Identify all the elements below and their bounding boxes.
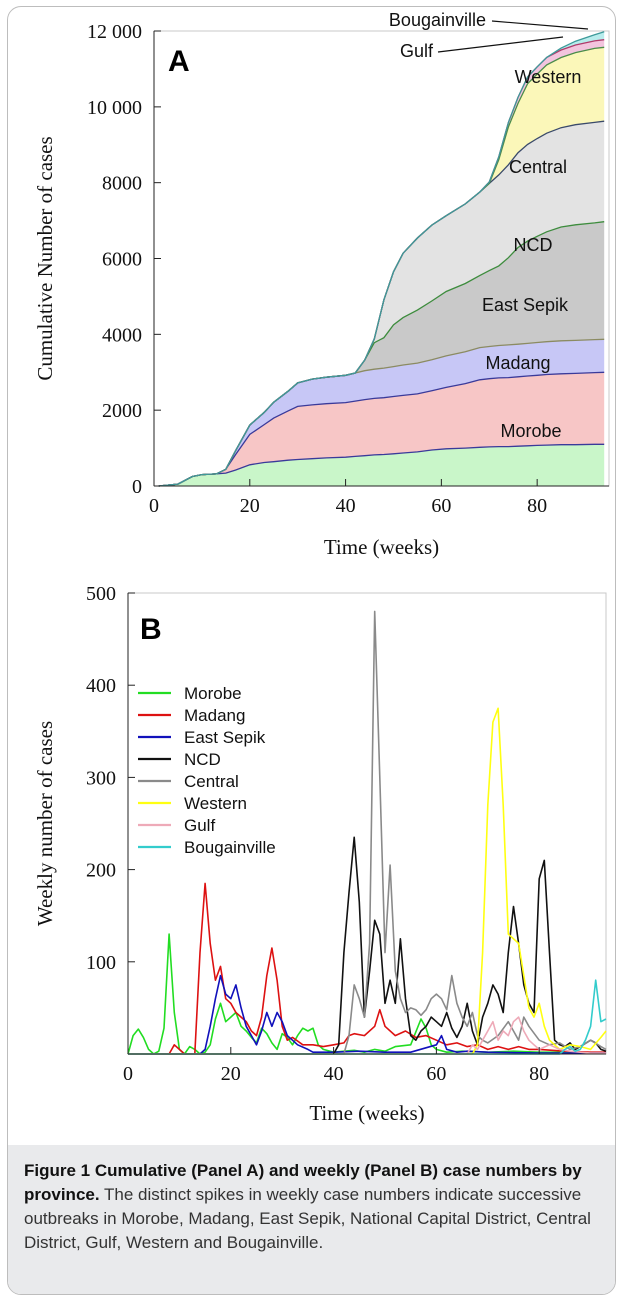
panel-b-y-axis-label: Weekly number of cases (33, 721, 57, 926)
area-label-morobe: Morobe (500, 421, 561, 441)
caption-title: Figure 1 Cumulative (Panel A) and weekly… (24, 1161, 582, 1204)
panel-b-x-tick-label: 80 (529, 1063, 549, 1085)
line-central (128, 610, 607, 1055)
area-central (158, 121, 605, 486)
panel-b-x-tick-label: 60 (426, 1063, 446, 1085)
area-label-bougainville: Bougainville (389, 10, 486, 30)
legend-label-bougainville: Bougainville (184, 838, 276, 857)
area-label-east-sepik: East Sepik (482, 295, 569, 315)
figure-frame: 0 20 40 60 80 0 2000 4000 6000 8000 10 000 12 000 M… (7, 6, 616, 1295)
panel-b-axes: 0 20 40 60 80 100 200 300 400 500 (86, 583, 606, 1085)
area-label-gulf: Gulf (400, 41, 434, 61)
panel-b-y-tick-label: 100 (86, 952, 116, 974)
panel-b-legend: Morobe Madang East Sepik NCD Central Western G… (138, 684, 276, 857)
area-label-central: Central (509, 157, 567, 177)
area-label-madang: Madang (485, 353, 550, 373)
area-edge-bougainville (158, 31, 605, 487)
legend-label-madang: Madang (184, 706, 245, 725)
area-western (158, 47, 605, 487)
panel-b-lines (127, 610, 607, 1055)
area-morobe (158, 444, 605, 486)
panel-a-axes: 0 20 40 60 80 0 2000 4000 6000 8000 10 000 12 000 (87, 21, 609, 517)
figure-caption: Figure 1 Cumulative (Panel A) and weekly… (8, 1145, 615, 1294)
legend-label-east-sepik: East Sepik (184, 728, 266, 747)
legend-label-gulf: Gulf (184, 816, 215, 835)
panel-b-y-tick-label: 200 (86, 860, 116, 882)
panel-b-letter: B (140, 613, 162, 646)
panel-b-x-axis-label: Time (weeks) (309, 1101, 424, 1125)
panel-a-y-tick-label: 4000 (102, 324, 142, 346)
line-western (128, 707, 607, 1055)
legend-label-central: Central (184, 772, 239, 791)
area-edge-madang (158, 371, 605, 487)
line-ncd (128, 836, 607, 1055)
panel-a-x-axis-label: Time (weeks) (324, 535, 439, 559)
panel-b-x-tick-label: 0 (123, 1063, 133, 1085)
panel-b-y-tick-label: 400 (86, 675, 116, 697)
panel-a-area-labels: Morobe Madang East Sepik NCD Central Western G… (389, 10, 589, 441)
panel-a-areas (158, 31, 605, 487)
panel-b-x-tick-label: 20 (221, 1063, 241, 1085)
panel-a-x-tick-label: 0 (149, 495, 159, 517)
panel-a-y-tick-label: 8000 (102, 173, 142, 195)
area-madang (158, 372, 605, 486)
line-morobe (127, 933, 606, 1055)
area-label-ncd: NCD (514, 235, 553, 255)
panel-b-y-tick-label: 500 (86, 583, 116, 605)
panel-b: 0 20 40 60 80 100 200 300 400 500 Morobe Madang Eas… (33, 583, 607, 1125)
area-ncd (158, 221, 605, 486)
panel-a-x-tick-label: 20 (240, 495, 260, 517)
panel-b-x-tick-label: 40 (324, 1063, 344, 1085)
panel-a-y-tick-label: 2000 (102, 400, 142, 422)
panel-a-x-tick-label: 60 (431, 495, 451, 517)
bougainville-leader-line (491, 20, 589, 30)
panel-b-y-tick-label: 300 (86, 767, 116, 789)
area-label-western: Western (515, 67, 582, 87)
caption-body: The distinct spikes in weekly case numbe… (24, 1185, 591, 1252)
gulf-leader-line (437, 36, 564, 53)
panel-a-y-tick-label: 6000 (102, 249, 142, 271)
area-edge-morobe (158, 443, 605, 487)
panel-a-x-tick-label: 80 (527, 495, 547, 517)
legend-label-ncd: NCD (184, 750, 221, 769)
panel-a-y-tick-label: 12 000 (87, 21, 142, 43)
line-east-sepik (128, 974, 606, 1055)
legend-label-morobe: Morobe (184, 684, 242, 703)
panel-a-x-tick-label: 40 (336, 495, 356, 517)
panel-a-edges (158, 31, 605, 487)
line-bougainville (128, 979, 607, 1055)
panel-a-letter: A (168, 45, 190, 78)
area-east-sepik (158, 339, 605, 486)
panel-a-y-tick-label: 10 000 (87, 97, 142, 119)
panel-a: 0 20 40 60 80 0 2000 4000 6000 8000 10 000 12 000 M… (33, 10, 610, 559)
legend-label-western: Western (184, 794, 247, 813)
panel-a-y-axis-label: Cumulative Number of cases (33, 136, 57, 380)
panel-a-y-tick-label: 0 (132, 476, 142, 498)
